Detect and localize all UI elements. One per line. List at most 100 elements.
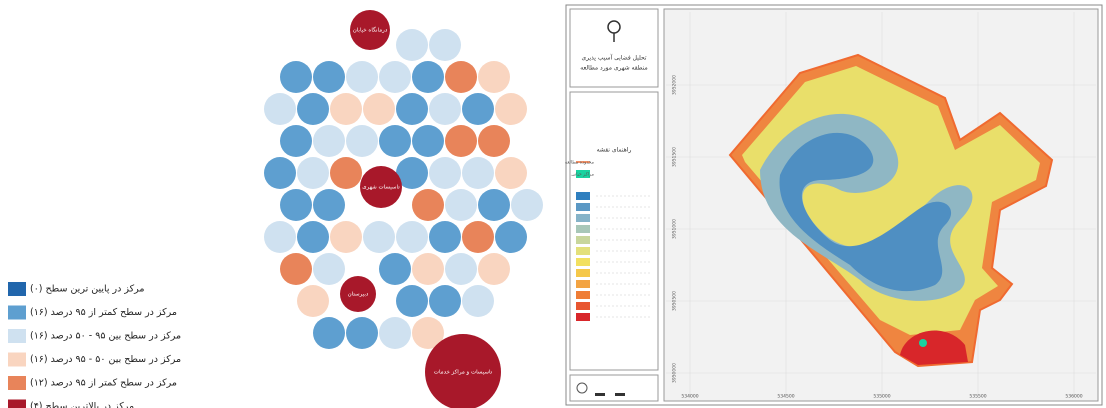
map-class-swatch: [576, 291, 590, 299]
bubble: [280, 125, 312, 157]
bubble: [412, 317, 444, 349]
bubble: [495, 93, 527, 125]
x-coord: 536000: [1065, 394, 1082, 400]
bubble: [462, 221, 494, 253]
legend-swatch: [8, 376, 26, 390]
bubble-label: تاسیسات شهری: [362, 185, 400, 191]
legend-label: (۴) مرکز در بالاترین سطح: [30, 401, 134, 408]
bubble: [478, 125, 510, 157]
bubble: [264, 221, 296, 253]
bubble: [396, 157, 428, 189]
bubble-top: [425, 334, 501, 408]
map-class-swatch: [576, 225, 590, 233]
bubble: [280, 61, 312, 93]
bubble: [462, 157, 494, 189]
bubble: [445, 61, 477, 93]
x-coord: 534000: [681, 394, 698, 400]
bubble: [429, 93, 461, 125]
zone-high: [900, 330, 968, 365]
legend-label: (۱۶) مرکز در سطح کمتر از ۹۵ درصد: [30, 307, 177, 318]
bubble: [396, 93, 428, 125]
map-class-swatch: [576, 313, 590, 321]
zone-low: [779, 132, 952, 292]
legend-label: (۱۶) مرکز در سطح بین ۵۰ - ۹۵ درصد: [30, 354, 181, 365]
map-class-swatch: [576, 236, 590, 244]
bubble: [379, 125, 411, 157]
bubble: [495, 157, 527, 189]
map-class-swatch: [576, 203, 590, 211]
title-box: [569, 8, 659, 88]
bubble: [462, 93, 494, 125]
bubble: [346, 125, 378, 157]
bubble: [313, 125, 345, 157]
legend-swatch: [8, 305, 26, 320]
legend-swatch: [8, 282, 26, 296]
scale-bar: [625, 393, 635, 396]
legend-swatch: [8, 352, 26, 367]
map-class-swatch: [576, 258, 590, 266]
legend-swatch: [8, 399, 26, 408]
bubble-top: [350, 10, 390, 50]
bubble: [412, 253, 444, 285]
bubble: [330, 157, 362, 189]
bubble: [379, 253, 411, 285]
bubble: [429, 29, 461, 61]
bubble: [396, 285, 428, 317]
bubble: [445, 125, 477, 157]
bubble: [313, 317, 345, 349]
bubble: [297, 93, 329, 125]
bubble: [445, 189, 477, 221]
map-legend-label: محدوده مطالعه: [565, 161, 595, 166]
bubble: [462, 285, 494, 317]
compass: [576, 382, 588, 394]
bubble-top: [340, 276, 376, 312]
map-class-swatch: [576, 247, 590, 255]
bubble: [412, 125, 444, 157]
bubble: [478, 253, 510, 285]
bubble: [511, 189, 543, 221]
bubble: [313, 61, 345, 93]
bubble: [330, 221, 362, 253]
bubble: [396, 221, 428, 253]
bubble: [264, 93, 296, 125]
bubble: [396, 29, 428, 61]
map-class-swatch: [576, 214, 590, 222]
bubble: [280, 253, 312, 285]
bubble: [264, 157, 296, 189]
map-class-swatch: [576, 269, 590, 277]
bubble: [429, 157, 461, 189]
y-coord: 3951000: [672, 219, 678, 239]
critical-site: [919, 339, 927, 347]
map-legend-label: مراکز حیاتی: [571, 172, 594, 178]
legend-label: (۱۲) مرکز در سطح کمتر از ۹۵ درصد: [30, 378, 177, 389]
bubble: [478, 61, 510, 93]
scale-box: [569, 374, 659, 402]
bubble-label: درمانگاه خیابان: [353, 27, 388, 34]
map-legend-title: راهنمای نقشه: [597, 147, 632, 154]
bubble: [478, 189, 510, 221]
bubble: [280, 189, 312, 221]
map-class-swatch: [576, 302, 590, 310]
map-class-swatch: [576, 192, 590, 200]
map-subtitle: منطقه شهری مورد مطالعه: [580, 65, 648, 72]
bubble: [379, 317, 411, 349]
legend-label: (۰) مرکز در پایین ترین سطح: [30, 284, 144, 295]
x-coord: 535000: [873, 394, 890, 400]
bubble: [495, 221, 527, 253]
bubble: [297, 157, 329, 189]
scale-bar: [605, 393, 615, 396]
bubble: [379, 61, 411, 93]
bubble: [429, 221, 461, 253]
x-coord: 534500: [777, 394, 794, 400]
bubble: [363, 221, 395, 253]
legend-swatch: [8, 329, 26, 343]
bubble: [445, 253, 477, 285]
bubble-label: دبیرستان: [348, 292, 369, 298]
bubble: [297, 221, 329, 253]
bubble-label: تاسیسات و مراکز خدمات: [434, 369, 493, 376]
legend-label: (۱۶) مرکز در سطح بین ۹۵ - ۵۰ درصد: [30, 331, 181, 342]
bubble: [363, 93, 395, 125]
map-class-swatch: [576, 280, 590, 288]
bubble: [346, 61, 378, 93]
